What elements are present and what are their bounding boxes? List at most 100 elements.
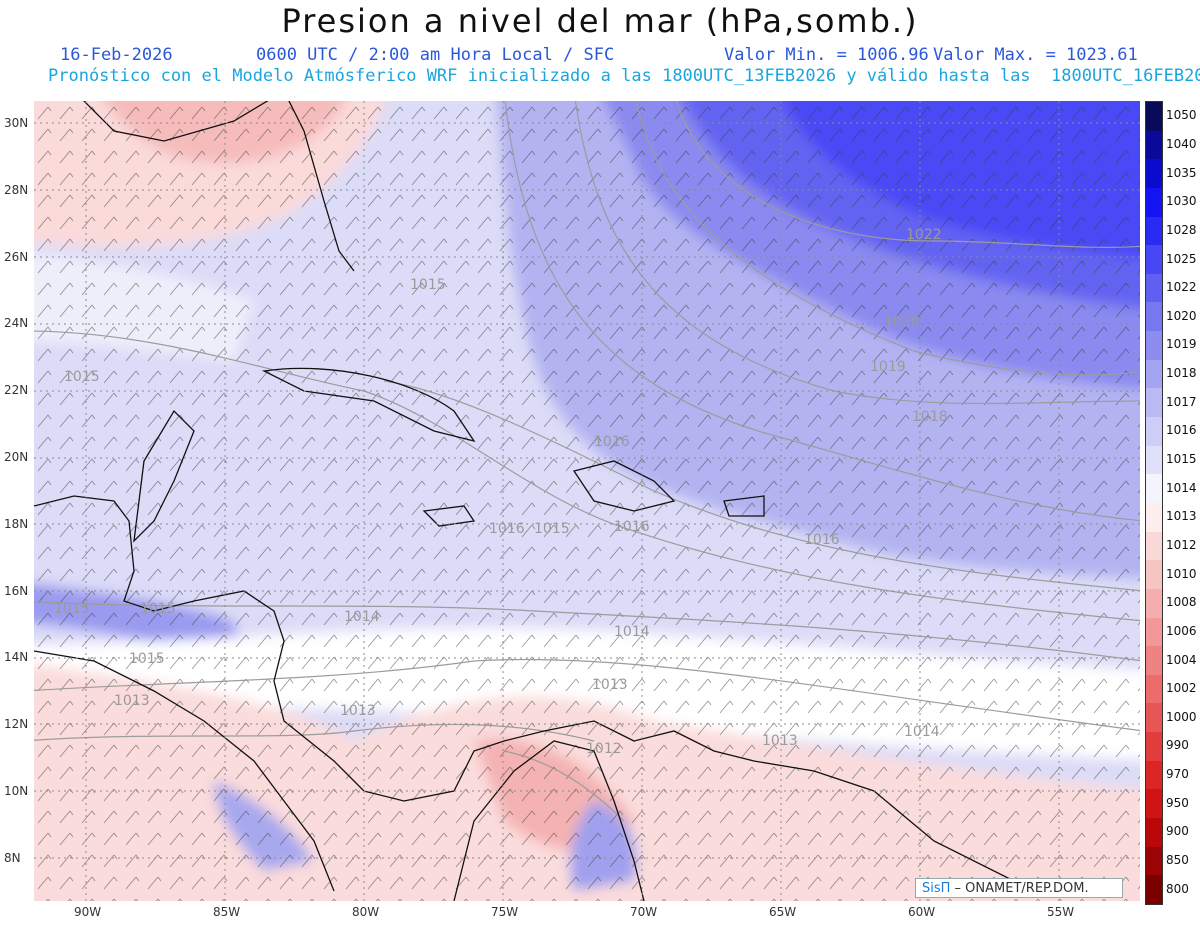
isobar-label: 1022 [906, 227, 942, 243]
lon-label: 90W [74, 905, 102, 919]
lat-label: 18N [4, 516, 29, 531]
lon-label: 85W [213, 905, 241, 919]
legend-swatch [1146, 417, 1162, 446]
legend-swatch [1146, 474, 1162, 503]
legend-label: 1006 [1166, 623, 1197, 638]
lon-label: 60W [908, 905, 936, 919]
lat-label: 28N [4, 182, 29, 197]
isobar-label: 1015 [534, 521, 570, 537]
legend-swatch [1146, 875, 1162, 904]
isobar-label: 1015 [54, 601, 90, 617]
legend-swatch [1146, 703, 1162, 733]
legend-swatch [1146, 159, 1162, 188]
legend-label: 1004 [1166, 652, 1197, 667]
legend-label: 1015 [1166, 452, 1197, 467]
legend-label: 1008 [1166, 595, 1197, 610]
legend-label: 900 [1166, 824, 1189, 839]
isobar-label: 1013 [340, 703, 376, 719]
legend-label: 1019 [1166, 337, 1197, 352]
isobar-label: 1020 [884, 314, 920, 330]
isobar-labels: 1022 1020 1019 1018 1016 1016 1016 1015 1015 1015… [54, 227, 948, 757]
color-legend [1145, 101, 1163, 905]
isobar-label: 1014 [344, 609, 380, 625]
legend-label: 800 [1166, 881, 1189, 896]
legend-swatch [1146, 818, 1162, 847]
legend-swatch [1146, 732, 1162, 761]
lat-label: 26N [4, 249, 29, 264]
isobar-label: 1018 [912, 409, 948, 425]
isobar-label: 1013 [114, 693, 150, 709]
valid-time: 0600 UTC / 2:00 am Hora Local / SFC [256, 45, 615, 65]
lat-label: 24N [4, 316, 29, 331]
legend-label: 1020 [1166, 308, 1197, 323]
legend-swatch [1146, 531, 1162, 561]
legend-swatch [1146, 646, 1162, 675]
isobar-label: 1015 [129, 651, 165, 667]
pressure-map: 1022 1020 1019 1018 1016 1016 1016 1015 1015 1015… [34, 101, 1140, 901]
legend-label: 1030 [1166, 194, 1197, 209]
legend-swatch [1146, 617, 1162, 647]
lon-label: 80W [352, 905, 380, 919]
lon-label: 65W [769, 905, 797, 919]
isobar-label: 1015 [410, 277, 446, 293]
map-canvas: 1022 1020 1019 1018 1016 1016 1016 1015 1015 1015… [34, 101, 1140, 901]
legend-swatch [1146, 102, 1162, 131]
lat-lon-grid [34, 101, 1140, 901]
sisti-logo: SisΠ [922, 881, 951, 896]
legend-label: 850 [1166, 853, 1189, 868]
legend-label: 1012 [1166, 537, 1197, 552]
lat-label: 10N [4, 784, 29, 798]
lat-label: 16N [4, 583, 29, 598]
isobar-label: 1013 [592, 677, 628, 693]
credit-box: SisΠ – ONAMET/REP.DOM. [915, 878, 1123, 898]
legend-label: 1000 [1166, 709, 1197, 724]
legend-label: 950 [1166, 795, 1189, 810]
legend-label: 1040 [1166, 136, 1197, 151]
legend-label: 990 [1166, 738, 1189, 753]
max-value: Valor Max. = 1023.61 [933, 45, 1138, 65]
legend-label: 1035 [1166, 165, 1197, 180]
legend-swatch [1146, 560, 1162, 589]
legend-swatch [1146, 302, 1162, 332]
isobar-lines [34, 101, 1140, 822]
min-value: Valor Min. = 1006.96 [724, 45, 929, 65]
legend-label: 970 [1166, 767, 1189, 782]
legend-swatch [1146, 588, 1162, 618]
legend-label: 1014 [1166, 480, 1197, 495]
legend-label: 1013 [1166, 509, 1197, 524]
legend-label: 1010 [1166, 566, 1197, 581]
lat-label: 22N [4, 383, 29, 398]
legend-swatch [1146, 674, 1162, 704]
legend-swatch [1146, 273, 1162, 303]
lat-label: 30N [4, 116, 29, 130]
legend-label: 1022 [1166, 280, 1197, 295]
legend-label: 1050 [1166, 108, 1197, 123]
lat-label: 20N [4, 450, 29, 464]
legend-swatch [1146, 445, 1162, 475]
legend-swatch [1146, 789, 1162, 819]
lat-label: 12N [4, 717, 29, 732]
forecast-note: Pronóstico con el Modelo Atmósferico WRF… [48, 66, 1200, 86]
legend-label: 1018 [1166, 366, 1197, 381]
legend-swatch [1146, 216, 1162, 246]
legend-swatch [1146, 760, 1162, 790]
map-title: Presion a nivel del mar (hPa,somb.) [281, 2, 919, 40]
legend-label: 1017 [1166, 394, 1197, 409]
isobar-label: 1015 [64, 369, 100, 385]
legend-swatch [1146, 331, 1162, 360]
isobar-label: 1014 [904, 724, 940, 740]
lon-label: 75W [491, 905, 519, 919]
legend-label: 1025 [1166, 251, 1197, 266]
isobar-label: 1016 [489, 521, 525, 537]
legend-swatch [1146, 846, 1162, 876]
lon-label: 70W [630, 905, 658, 919]
wind-barbs [34, 101, 1140, 901]
isobar-label: 1012 [586, 741, 622, 757]
legend-swatch [1146, 187, 1162, 217]
legend-swatch [1146, 359, 1162, 389]
legend-label: 1028 [1166, 222, 1197, 237]
legend-swatch [1146, 388, 1162, 418]
lon-label: 55W [1047, 905, 1075, 919]
isobar-label: 1019 [870, 359, 906, 375]
isobar-label: 1016 [804, 532, 840, 548]
